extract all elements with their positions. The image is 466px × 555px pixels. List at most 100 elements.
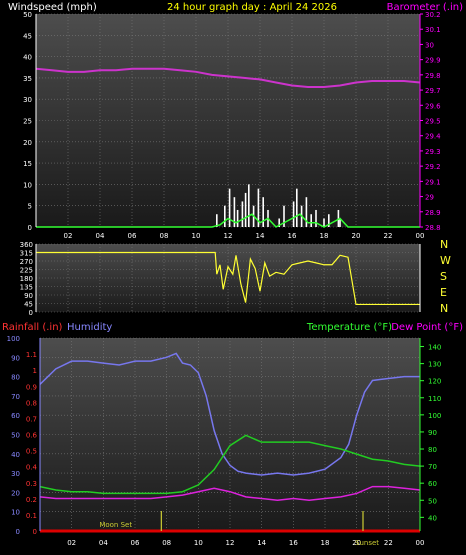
time-tick: 20 [352, 232, 361, 240]
time-tick: 08 [162, 539, 171, 547]
time-tick: 04 [99, 539, 108, 547]
windspeed-tick: 50 [23, 11, 32, 19]
rainfall-tick: 0.3 [26, 480, 37, 488]
time-tick: 06 [128, 232, 137, 240]
time-tick: 08 [160, 232, 169, 240]
barometer-tick: 29.9 [425, 57, 441, 65]
time-tick: 02 [64, 232, 73, 240]
time-tick: 22 [384, 539, 393, 547]
barometer-tick: 29.1 [425, 178, 441, 186]
rainfall-tick: 0.1 [26, 512, 37, 520]
time-tick: 10 [194, 539, 203, 547]
barometer-tick: 29.5 [425, 118, 441, 126]
compass-label: E [440, 286, 447, 299]
time-tick: 12 [224, 232, 233, 240]
humidity-tick: 100 [7, 335, 20, 343]
barometer-tick-labels: 28.8 28.9 29 29.1 29.2 29.3 29.4 29.5 29.6 29.7 29… [420, 11, 441, 232]
humidity-temperature-chart: Rainfall (.in) Humidity Temperature (°F)… [2, 322, 463, 547]
barometer-tick: 30.2 [425, 11, 441, 19]
time-tick: 10 [192, 232, 201, 240]
temperature-tick: 100 [428, 412, 441, 420]
series-2 [36, 251, 420, 306]
temperature-tick: 110 [428, 395, 441, 403]
temperature-tick-labels: 40 50 60 70 80 90 100 110 120 130 140 [420, 344, 441, 522]
humidity-tick: 0 [16, 528, 20, 536]
humidity-tick: 70 [11, 393, 20, 401]
temperature-tick: 60 [428, 480, 437, 488]
compass-label: N [440, 302, 448, 315]
barometer-tick: 30.1 [425, 26, 441, 34]
direction-tick: 180 [20, 275, 33, 283]
time-tick: 00 [416, 539, 425, 547]
temperature-tick: 70 [428, 463, 437, 471]
dew-point-line [39, 485, 421, 502]
time-tick: 18 [321, 539, 330, 547]
rainfall-tick-labels: 0 0.1 0.2 0.3 0.4 0.5 0.6 0.7 0.8 0.9 1 1.1 [26, 351, 38, 536]
humidity-tick: 80 [11, 374, 20, 382]
barometer-tick: 29.7 [425, 87, 441, 95]
rainfall-tick: 0.9 [26, 383, 37, 391]
barometer-line [35, 67, 421, 89]
direction-tick: 315 [20, 250, 33, 258]
temperature-tick: 80 [428, 446, 437, 454]
astro-annotations: Moon SetSunriseSunset [99, 511, 379, 547]
time-tick-labels-1: 02 04 06 08 10 12 14 16 18 20 22 00 [64, 232, 425, 240]
windspeed-tick: 20 [23, 139, 32, 147]
barometer-tick: 29.2 [425, 163, 441, 171]
windspeed-tick: 15 [23, 160, 32, 168]
humidity-tick: 10 [11, 509, 20, 517]
rainfall-tick: 1.1 [26, 351, 37, 359]
time-tick: 22 [384, 232, 393, 240]
rainfall-tick: 0.8 [26, 399, 37, 407]
windspeed-tick: 45 [23, 32, 32, 40]
dew-point-axis-label: Dew Point (°F) [391, 322, 463, 333]
rainfall-tick: 1 [33, 367, 37, 375]
wind-barometer-chart: Windspeed (mph) 24 hour graph day : Apri… [8, 2, 463, 240]
direction-tick: 270 [20, 258, 33, 266]
barometer-tick: 28.9 [425, 209, 441, 217]
humidity-tick: 50 [11, 432, 20, 440]
humidity-axis-label: Humidity [67, 322, 112, 333]
temperature-tick: 130 [428, 361, 441, 369]
rainfall-tick: 0.7 [26, 415, 37, 423]
wind-average-line [36, 213, 420, 228]
time-tick: 02 [67, 539, 76, 547]
rainfall-tick: 0.4 [26, 464, 38, 472]
time-tick: 06 [131, 539, 140, 547]
temperature-tick: 40 [428, 514, 437, 522]
time-tick: 14 [256, 232, 265, 240]
windspeed-tick: 10 [23, 181, 32, 189]
barometer-tick: 28.8 [425, 224, 441, 232]
direction-tick: 0 [29, 309, 33, 317]
direction-tick: 90 [24, 292, 33, 300]
humidity-tick: 20 [11, 489, 20, 497]
sunset-label: Sunset [355, 539, 379, 547]
moon-set-label: Moon Set [99, 521, 132, 529]
time-tick: 20 [352, 539, 361, 547]
direction-tick: 45 [24, 301, 33, 309]
humidity-tick: 40 [11, 451, 20, 459]
barometer-tick: 29.6 [425, 102, 441, 110]
time-tick-labels-3: 02 04 06 08 10 12 14 16 18 20 22 00 [67, 539, 424, 547]
windspeed-tick: 40 [23, 54, 32, 62]
rainfall-axis-label: Rainfall (.in) [2, 322, 63, 333]
rainfall-tick: 0 [33, 528, 37, 536]
humidity-tick: 90 [11, 354, 20, 362]
temperature-tick: 50 [428, 497, 437, 505]
direction-tick: 135 [20, 284, 33, 292]
windspeed-tick: 30 [23, 96, 32, 104]
temperature-axis-label: Temperature (°F) [306, 322, 392, 333]
series-1 [35, 67, 421, 228]
humidity-tick-labels: 0 10 20 30 40 50 60 70 80 90 100 [7, 335, 20, 536]
chart-title: 24 hour graph day : April 24 2026 [167, 2, 337, 13]
windspeed-tick: 35 [23, 75, 32, 83]
time-tick: 14 [257, 539, 266, 547]
windspeed-tick: 25 [23, 118, 32, 126]
barometer-tick: 29.4 [425, 133, 441, 141]
time-tick: 16 [289, 539, 298, 547]
barometer-tick: 30 [425, 41, 434, 49]
direction-tick: 360 [20, 241, 33, 249]
rainfall-tick: 0.5 [26, 448, 37, 456]
windspeed-tick: 0 [28, 224, 32, 232]
